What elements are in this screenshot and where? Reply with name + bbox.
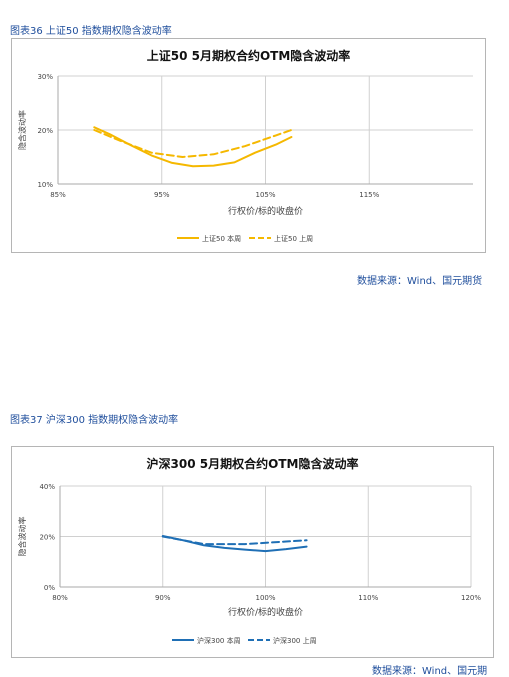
x-axis-label: 行权价/标的收盘价 bbox=[228, 606, 303, 618]
y-tick-label: 20% bbox=[37, 127, 53, 135]
figure-caption-2: 图表37 沪深300 指数期权隐含波动率 bbox=[10, 415, 179, 426]
y-tick-label: 10% bbox=[37, 181, 53, 189]
chart-2: 沪深300 5月期权合约OTM隐含波动率 80% 90% 100% 110% 120% 0%… bbox=[11, 446, 494, 658]
legend-label: 沪深300 本周 bbox=[197, 636, 241, 645]
y-tick-label: 40% bbox=[39, 483, 55, 491]
chart-1: 上证50 5月期权合约OTM隐含波动率 85% 95% 105% 115% 10% 20% 3… bbox=[11, 38, 486, 253]
x-tick-label: 80% bbox=[52, 594, 68, 602]
x-tick-label: 100% bbox=[255, 594, 275, 602]
source-note-1: 数据来源：Wind、国元期货 bbox=[357, 276, 483, 287]
y-axis-label: 隐含波动率 bbox=[17, 110, 27, 150]
x-axis-label: 行权价/标的收盘价 bbox=[228, 205, 303, 217]
x-tick-label: 115% bbox=[359, 191, 379, 199]
chart-1-canvas: 上证50 5月期权合约OTM隐含波动率 85% 95% 105% 115% 10% 20% 3… bbox=[17, 48, 473, 243]
chart-2-canvas: 沪深300 5月期权合约OTM隐含波动率 80% 90% 100% 110% 120% 0%… bbox=[17, 456, 481, 645]
y-axis-label: 隐含波动率 bbox=[17, 517, 27, 557]
x-tick-label: 105% bbox=[255, 191, 275, 199]
x-tick-label: 90% bbox=[155, 594, 171, 602]
series-line-last-week bbox=[161, 535, 308, 546]
legend-label: 沪深300 上周 bbox=[273, 636, 317, 645]
x-tick-label: 95% bbox=[154, 191, 170, 199]
legend-label: 上证50 本周 bbox=[202, 234, 241, 243]
y-tick-label: 20% bbox=[39, 534, 55, 542]
series-line-this-week bbox=[93, 126, 293, 168]
chart-title: 上证50 5月期权合约OTM隐含波动率 bbox=[147, 48, 351, 63]
y-tick-label: 30% bbox=[37, 73, 53, 81]
figure-caption-1: 图表36 上证50 指数期权隐含波动率 bbox=[10, 26, 172, 37]
series-line-last-week bbox=[93, 129, 293, 158]
legend-label: 上证50 上周 bbox=[274, 234, 313, 243]
y-tick-label: 0% bbox=[44, 584, 55, 592]
x-tick-label: 120% bbox=[461, 594, 481, 602]
x-tick-label: 110% bbox=[358, 594, 378, 602]
source-note-2: 数据来源：Wind、国元期 bbox=[372, 666, 488, 677]
chart-title: 沪深300 5月期权合约OTM隐含波动率 bbox=[147, 456, 359, 471]
x-tick-label: 85% bbox=[50, 191, 66, 199]
